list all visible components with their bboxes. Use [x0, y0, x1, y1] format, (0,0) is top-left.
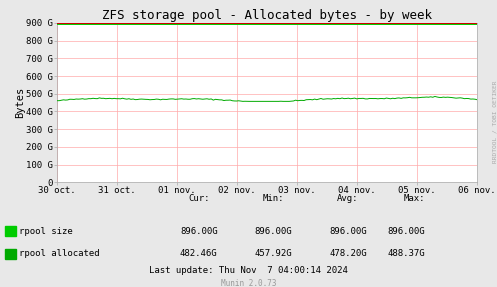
Text: rpool size: rpool size	[19, 226, 73, 236]
Text: Cur:: Cur:	[188, 194, 210, 203]
Text: 457.92G: 457.92G	[254, 249, 292, 259]
Text: 896.00G: 896.00G	[329, 226, 367, 236]
Text: RRDTOOL / TOBI OETIKER: RRDTOOL / TOBI OETIKER	[492, 80, 497, 163]
Text: 482.46G: 482.46G	[180, 249, 218, 259]
Text: Avg:: Avg:	[337, 194, 359, 203]
Text: 896.00G: 896.00G	[180, 226, 218, 236]
Y-axis label: Bytes: Bytes	[15, 87, 25, 118]
Text: 896.00G: 896.00G	[387, 226, 425, 236]
Text: 478.20G: 478.20G	[329, 249, 367, 259]
Title: ZFS storage pool - Allocated bytes - by week: ZFS storage pool - Allocated bytes - by …	[102, 9, 432, 22]
Text: rpool allocated: rpool allocated	[19, 249, 99, 259]
Text: Munin 2.0.73: Munin 2.0.73	[221, 279, 276, 287]
Text: Last update: Thu Nov  7 04:00:14 2024: Last update: Thu Nov 7 04:00:14 2024	[149, 266, 348, 275]
Text: Max:: Max:	[404, 194, 425, 203]
Text: 896.00G: 896.00G	[254, 226, 292, 236]
Text: Min:: Min:	[262, 194, 284, 203]
Text: 488.37G: 488.37G	[387, 249, 425, 259]
